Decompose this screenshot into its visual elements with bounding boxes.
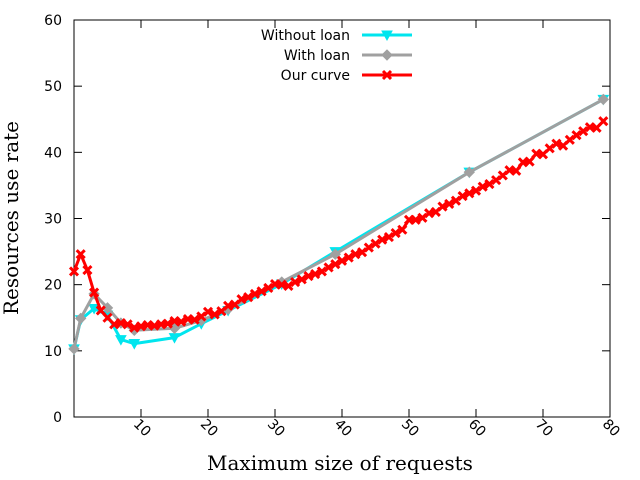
- y-axis-ticks: 0 10 20 30 40 50 60: [44, 13, 610, 426]
- data-point-our-curve: [122, 319, 133, 330]
- data-point-without-loan: [128, 339, 141, 350]
- data-point-our-curve: [310, 269, 321, 280]
- data-point-with-loan: [463, 166, 476, 178]
- data-point-our-curve: [377, 234, 388, 245]
- data-point-our-curve: [484, 179, 495, 190]
- data-point-with-loan: [68, 343, 80, 355]
- data-point-our-curve: [243, 292, 254, 303]
- data-point-our-curve: [444, 198, 455, 210]
- data-point-our-curve: [95, 305, 106, 316]
- legend-marker: [381, 69, 393, 81]
- data-point-our-curve: [249, 288, 260, 299]
- x-tick-label: 80: [599, 416, 623, 440]
- y-tick-label: 40: [44, 145, 62, 161]
- data-point-our-curve: [263, 282, 274, 294]
- data-point-our-curve: [189, 314, 200, 325]
- data-point-our-curve: [290, 276, 301, 288]
- series-without-loan: [68, 94, 610, 355]
- data-point-our-curve: [276, 279, 287, 290]
- data-point-our-curve: [424, 208, 435, 219]
- y-tick-label: 60: [44, 13, 62, 29]
- series-line-our-curve: [72, 120, 605, 330]
- x-tick-label: 40: [331, 416, 355, 440]
- data-point-our-curve: [343, 252, 354, 263]
- data-point-our-curve: [524, 156, 535, 167]
- data-point-our-curve: [551, 138, 562, 149]
- data-point-our-curve: [82, 265, 93, 276]
- data-point-with-loan: [597, 93, 610, 106]
- data-point-our-curve: [129, 322, 140, 333]
- data-point-our-curve: [511, 165, 522, 176]
- data-point-our-curve: [363, 242, 374, 253]
- legend-label: With loan: [284, 48, 350, 64]
- data-point-our-curve: [336, 255, 348, 266]
- legend-label: Without loan: [261, 28, 350, 44]
- x-axis-label: Maximum size of requests: [207, 451, 473, 475]
- data-point-our-curve: [303, 271, 314, 282]
- data-point-our-curve: [89, 287, 100, 298]
- series-line-without-loan: [72, 98, 605, 350]
- legend-marker: [381, 49, 393, 61]
- legend-item-with-loan: With loan: [284, 48, 412, 64]
- data-point-our-curve: [202, 306, 214, 317]
- data-point-with-loan: [329, 248, 342, 260]
- data-point-with-loan: [74, 312, 87, 325]
- data-point-our-curve: [162, 318, 173, 329]
- data-point-our-curve: [578, 126, 589, 137]
- data-point-our-curve: [223, 300, 234, 311]
- x-tick-label: 60: [465, 416, 489, 440]
- data-point-our-curve: [598, 116, 609, 127]
- x-tick-label: 50: [398, 416, 422, 440]
- data-point-our-curve: [149, 320, 160, 331]
- x-tick-label: 10: [130, 416, 154, 440]
- data-point-our-curve: [256, 286, 267, 297]
- x-tick-label: 30: [264, 416, 288, 440]
- y-tick-label: 30: [44, 212, 62, 228]
- y-tick-label: 50: [44, 79, 62, 95]
- series-layer: [68, 93, 610, 355]
- data-point-our-curve: [109, 319, 120, 330]
- data-point-our-curve: [410, 214, 421, 225]
- data-point-our-curve: [236, 294, 247, 305]
- data-point-our-curve: [323, 262, 334, 273]
- data-point-our-curve: [571, 130, 582, 141]
- data-point-without-loan: [115, 335, 127, 346]
- data-point-our-curve: [296, 274, 307, 285]
- data-point-our-curve: [464, 188, 475, 199]
- series-our-curve: [68, 116, 609, 333]
- legend: Without loan With loan Our curve: [261, 28, 412, 84]
- y-tick-label: 10: [44, 344, 62, 360]
- legend-item-our-curve: Our curve: [281, 68, 412, 84]
- legend-item-without-loan: Without loan: [261, 28, 412, 44]
- data-point-our-curve: [316, 266, 327, 277]
- data-point-our-curve: [75, 249, 86, 260]
- data-point-our-curve: [209, 309, 220, 320]
- data-point-our-curve: [470, 185, 482, 196]
- x-tick-label: 20: [197, 416, 221, 440]
- data-point-our-curve: [390, 227, 401, 239]
- data-point-our-curve: [283, 280, 294, 292]
- y-tick-label: 0: [53, 410, 62, 426]
- y-tick-label: 20: [44, 278, 62, 294]
- data-point-our-curve: [135, 321, 147, 332]
- data-point-our-curve: [330, 259, 341, 270]
- data-point-our-curve: [68, 266, 80, 277]
- series-with-loan: [68, 93, 610, 355]
- data-point-our-curve: [350, 249, 361, 260]
- data-point-our-curve: [457, 190, 468, 202]
- data-point-our-curve: [477, 181, 488, 192]
- data-point-our-curve: [370, 238, 381, 249]
- x-tick-label: 70: [532, 416, 556, 440]
- data-point-our-curve: [115, 317, 126, 329]
- legend-label: Our curve: [281, 68, 350, 84]
- series-line-with-loan: [72, 98, 605, 350]
- data-point-our-curve: [176, 316, 187, 327]
- data-point-our-curve: [383, 231, 394, 243]
- legend-marker: [381, 30, 393, 42]
- y-axis-label: Resources use rate: [0, 121, 23, 315]
- data-point-our-curve: [397, 224, 408, 235]
- data-point-our-curve: [437, 201, 448, 212]
